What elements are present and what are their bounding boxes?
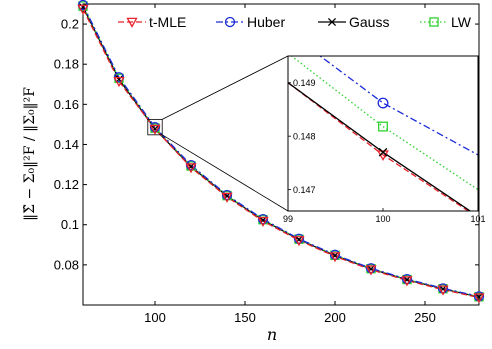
data-point-huber [149,122,161,133]
inset-markers [377,97,389,162]
legend-label-gauss: Gauss [349,14,389,30]
inset-line-huber [319,56,478,156]
data-point-t-mle [329,252,341,263]
data-point-t-mle [113,77,125,88]
y-tick-label: 0.08 [54,257,79,272]
data-point-huber [401,273,413,285]
inset-point-gauss [378,147,388,157]
inset-y-tick-label: 0.148 [293,132,316,142]
x-ticks: 100 150 200 250 [144,4,436,325]
legend-marker-gauss [327,17,337,27]
inset-y-tick-label: 0.149 [293,78,316,88]
inset-line-t-mle [288,82,470,211]
series-line-t-mle [82,8,480,299]
data-point-t-mle [185,163,197,174]
data-point-t-mle [401,276,413,287]
data-point-t-mle [257,216,269,227]
data-point-t-mle [437,285,449,296]
inset-point-huber [377,97,389,109]
data-point-t-mle [149,124,161,135]
legend-label-t-mle: t-MLE [149,14,186,30]
x-axis-label: n [267,325,277,344]
zoom-box [147,118,163,136]
y-tick-label: 0.1 [61,217,79,232]
zoom-connector-bottom [161,134,289,212]
x-tick-label: 200 [324,310,346,325]
data-point-huber [365,263,377,274]
y-tick-label: 0.12 [54,177,79,192]
series-lines [82,4,480,299]
zoom-connector-top [162,55,289,120]
x-tick-label: 100 [144,310,166,325]
data-point-huber [293,233,305,244]
inset-y-ticks: 0.147 0.148 0.149 [288,78,316,195]
axes-frame [82,3,480,306]
series-line-huber [82,4,480,298]
legend-label-huber: Huber [247,14,285,30]
legend: t-MLE Huber Gauss LW [118,14,472,30]
plot-area: 100 150 200 250 0.08 0.1 0.12 0.14 0.16 0.18 0.2 [54,0,485,325]
legend-marker-t-mle [126,17,138,28]
inset-x-tick-label: 100 [375,214,390,224]
legend-label-lw: LW [451,14,472,30]
x-tick-label: 250 [414,310,436,325]
y-tick-label: 0.16 [54,97,79,112]
y-tick-label: 0.18 [54,57,79,72]
data-point-huber [329,249,341,260]
y-ticks: 0.08 0.1 0.12 0.14 0.16 0.18 0.2 [54,17,479,272]
data-point-huber [437,283,449,294]
data-point-t-mle [365,265,377,276]
inset-x-ticks: 99 100 101 [283,208,486,224]
inset-x-tick-label: 101 [470,214,485,224]
inset-x-tick-label: 99 [283,214,293,224]
data-point-huber [221,189,233,201]
y-tick-label: 0.2 [61,17,79,32]
series-markers [77,0,485,304]
x-tick-label: 150 [234,310,256,325]
inset-point-lw [378,121,388,132]
data-point-t-mle [473,293,485,304]
data-point-t-mle [221,192,233,203]
inset: 99 100 101 0.147 0.148 0.149 [283,55,486,224]
data-point-t-mle [77,4,89,15]
inset-background [288,56,478,211]
inset-y-tick-label: 0.147 [293,185,316,195]
legend-marker-lw [429,17,439,27]
legend-marker-huber [224,16,236,28]
y-tick-label: 0.14 [54,137,79,152]
data-point-t-mle [293,236,305,247]
y-axis-label: ‖Σ̂ − Σ₀‖²F / ‖Σ₀‖²F [22,87,38,221]
data-point-huber [257,213,269,225]
